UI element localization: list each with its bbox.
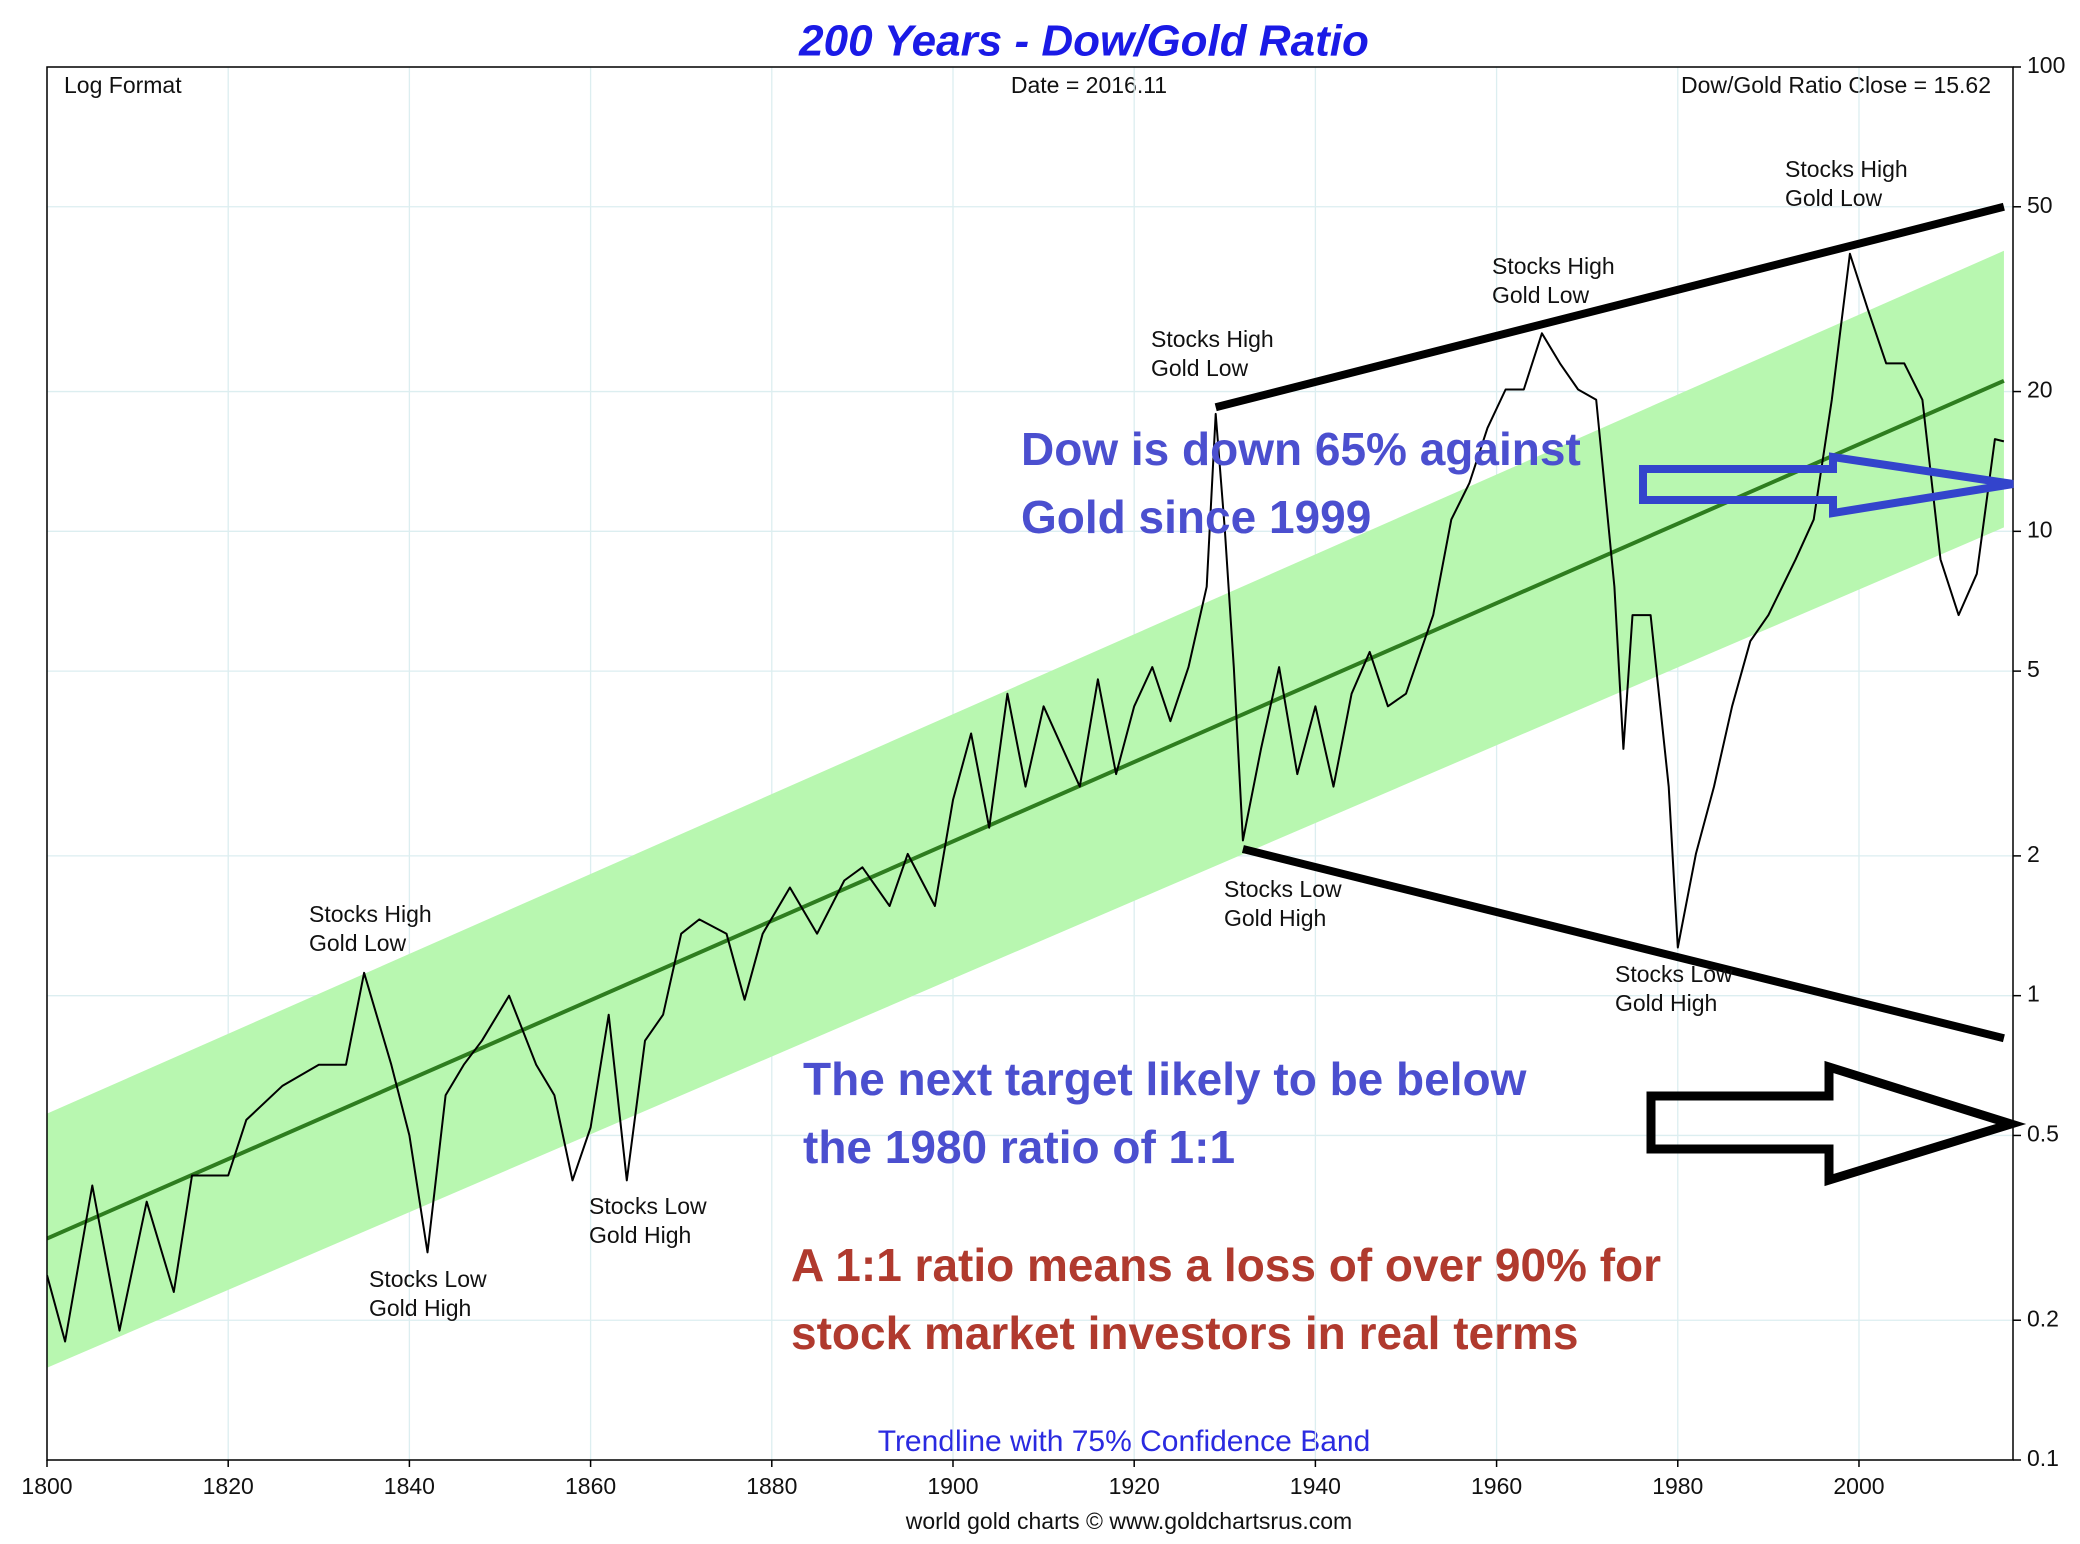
plot xyxy=(47,202,2005,1368)
y-tick-label: 5 xyxy=(2027,656,2040,682)
annotation: Gold Low xyxy=(1492,282,1590,308)
annotation: Stocks High xyxy=(1492,253,1615,279)
annotation: Gold Low xyxy=(1785,185,1883,211)
x-tick-label: 1840 xyxy=(384,1473,435,1499)
trendline xyxy=(47,378,2005,1241)
y-tick-label: 20 xyxy=(2027,377,2053,403)
annotation: Stocks Low xyxy=(1224,876,1342,902)
x-tick-label: 2000 xyxy=(1833,1473,1884,1499)
callout: stock market investors in real terms xyxy=(791,1307,1578,1359)
x-tick-label: 1820 xyxy=(203,1473,254,1499)
chart-title: 200 Years - Dow/Gold Ratio xyxy=(798,17,1369,66)
plot-frame xyxy=(46,66,2014,1461)
band-label: Trendline with 75% Confidence Band xyxy=(878,1425,1371,1458)
x-tick-label: 1860 xyxy=(565,1473,616,1499)
header-left: Log Format xyxy=(64,72,182,98)
x-tick-label: 1960 xyxy=(1471,1473,1522,1499)
y-tick-label: 2 xyxy=(2027,841,2040,867)
header-right: Dow/Gold Ratio Close = 15.62 xyxy=(1681,72,1991,98)
y-tick-label: 0.2 xyxy=(2027,1305,2059,1331)
source: world gold charts © www.goldchartsrus.co… xyxy=(905,1508,1352,1534)
arrow xyxy=(1646,1060,2027,1187)
header-center: Date = 2016.11 xyxy=(1011,72,1167,98)
annotation: Gold High xyxy=(1615,990,1717,1016)
annotation: Gold Low xyxy=(1151,355,1249,381)
x-tick-label: 1920 xyxy=(1109,1473,1160,1499)
annotation: Gold High xyxy=(1224,905,1326,931)
x-tick-label: 1800 xyxy=(21,1473,72,1499)
x-tick-label: 1880 xyxy=(746,1473,797,1499)
y-tick-label: 0.1 xyxy=(2027,1445,2059,1471)
annotation: Gold High xyxy=(369,1295,471,1321)
channel-line xyxy=(1214,202,2005,412)
y-tick-label: 1 xyxy=(2027,981,2040,1007)
arrow xyxy=(1639,452,2014,518)
x-tick-label: 1900 xyxy=(927,1473,978,1499)
x-tick-label: 1980 xyxy=(1652,1473,1703,1499)
y-tick-label: 0.5 xyxy=(2027,1121,2059,1147)
callout: The next target likely to be below xyxy=(803,1053,1527,1105)
x-tick-label: 1940 xyxy=(1290,1473,1341,1499)
line-series xyxy=(47,252,2005,1343)
annotation: Stocks Low xyxy=(369,1266,487,1292)
callout: A 1:1 ratio means a loss of over 90% for xyxy=(791,1239,1661,1291)
channel-line xyxy=(1241,845,2005,1043)
callout: Gold since 1999 xyxy=(1021,491,1371,543)
callout: the 1980 ratio of 1:1 xyxy=(803,1121,1235,1173)
annotation: Stocks Low xyxy=(1615,961,1733,987)
y-tick-label: 100 xyxy=(2027,52,2065,78)
annotation: Stocks High xyxy=(309,901,432,927)
y-tick-label: 50 xyxy=(2027,192,2053,218)
annotation: Gold Low xyxy=(309,930,407,956)
callout: Dow is down 65% against xyxy=(1021,423,1581,475)
annotation: Gold High xyxy=(589,1222,691,1248)
annotation: Stocks High xyxy=(1785,156,1908,182)
annotation: Stocks High xyxy=(1151,326,1274,352)
annotation: Stocks Low xyxy=(589,1193,707,1219)
y-tick-label: 10 xyxy=(2027,516,2053,542)
